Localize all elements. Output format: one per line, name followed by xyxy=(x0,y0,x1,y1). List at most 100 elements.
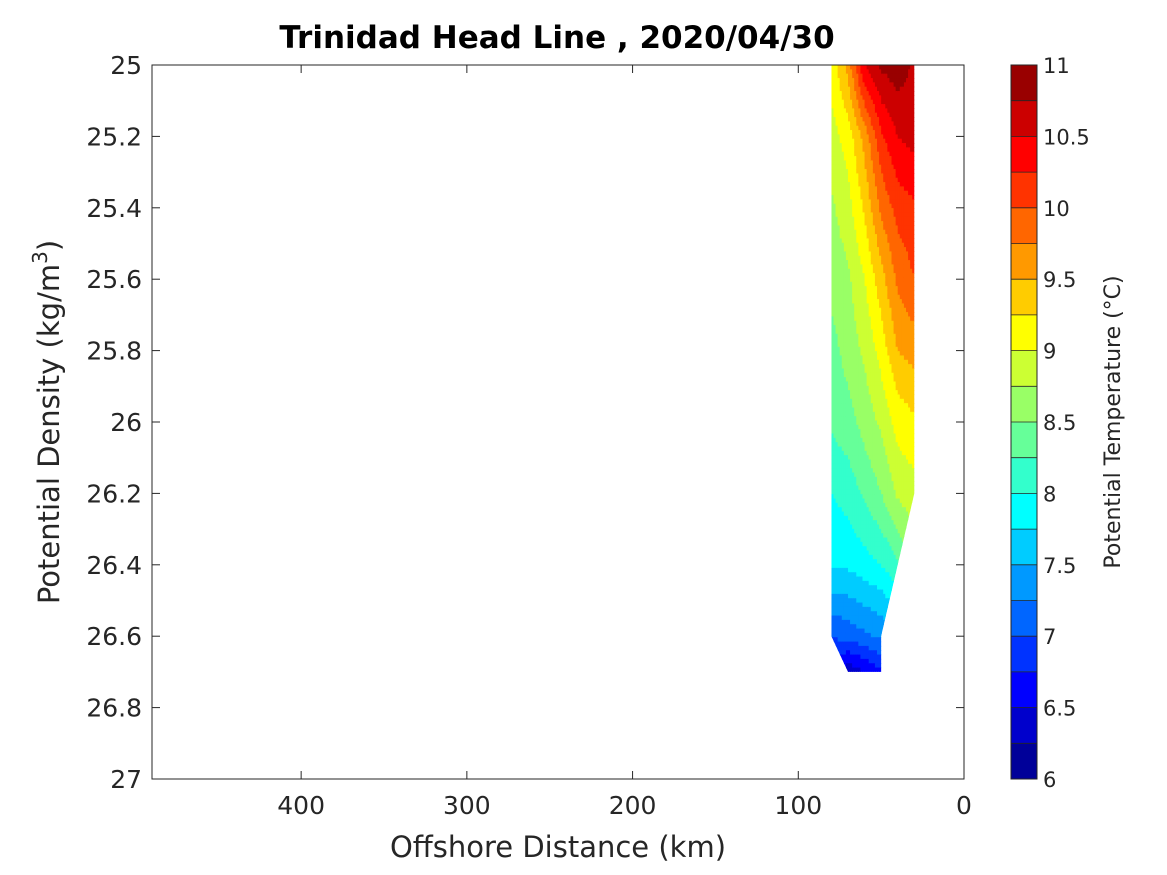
contour-cell xyxy=(848,65,851,70)
contour-cell xyxy=(839,147,843,153)
contour-cell xyxy=(843,624,847,630)
contour-cell xyxy=(893,86,897,92)
contour-cell xyxy=(889,359,893,365)
contour-cell xyxy=(862,450,866,456)
contour-cell xyxy=(854,619,857,625)
contour-cell xyxy=(848,225,851,231)
contour-cell xyxy=(883,277,886,283)
contour-cell xyxy=(899,216,903,222)
contour-cell xyxy=(850,78,853,83)
contour-cell xyxy=(862,637,866,643)
contour-cell xyxy=(837,268,841,274)
plot-area xyxy=(151,64,965,780)
contour-cell xyxy=(831,268,835,274)
contour-cell xyxy=(864,576,868,582)
contour-cell xyxy=(837,611,841,617)
contour-cell xyxy=(889,294,893,300)
contour-cell xyxy=(839,290,843,296)
contour-cell xyxy=(874,606,878,612)
contour-cell xyxy=(864,208,868,213)
contour-cell xyxy=(845,247,849,253)
contour-cell xyxy=(860,264,864,270)
contour-cell xyxy=(872,624,876,630)
contour-cell xyxy=(895,437,899,443)
contour-cell xyxy=(870,385,874,391)
contour-cell xyxy=(868,593,872,599)
contour-cell xyxy=(872,364,876,370)
contour-cell xyxy=(903,169,907,174)
contour-cell xyxy=(841,524,845,530)
contour-cell xyxy=(879,528,882,534)
contour-cell xyxy=(874,99,878,105)
contour-cell xyxy=(868,632,872,638)
contour-cell xyxy=(868,364,872,370)
contour-cell xyxy=(839,372,843,378)
contour-cell xyxy=(870,576,874,582)
contour-cell xyxy=(883,199,886,205)
contour-cell xyxy=(856,533,859,539)
contour-cell xyxy=(831,463,835,469)
contour-cell xyxy=(881,82,884,88)
contour-cell xyxy=(837,130,841,135)
contour-cell xyxy=(899,312,903,318)
contour-cell xyxy=(841,208,845,213)
contour-cell xyxy=(841,303,845,309)
contour-cell xyxy=(899,511,903,517)
contour-cell xyxy=(885,147,888,153)
contour-cell xyxy=(850,216,853,222)
contour-cell xyxy=(831,264,835,270)
contour-cell xyxy=(872,576,876,582)
contour-cell xyxy=(843,407,847,413)
contour-cell xyxy=(891,502,895,508)
contour-cell xyxy=(895,446,899,452)
contour-cell xyxy=(881,303,884,309)
contour-cell xyxy=(837,108,841,114)
contour-cell xyxy=(870,108,874,114)
contour-cell xyxy=(889,147,893,153)
contour-cell xyxy=(879,130,882,135)
contour-cell xyxy=(874,377,878,383)
contour-cell xyxy=(858,342,862,348)
contour-cell xyxy=(841,381,845,387)
contour-cell xyxy=(879,333,882,339)
contour-cell xyxy=(864,511,868,517)
contour-cell xyxy=(845,385,849,391)
contour-cell xyxy=(881,537,884,543)
contour-cell xyxy=(897,303,901,309)
contour-cell xyxy=(835,82,839,88)
contour-cell xyxy=(877,112,880,118)
contour-cell xyxy=(848,333,851,339)
contour-cell xyxy=(881,403,884,409)
contour-cell xyxy=(891,221,895,226)
contour-cell xyxy=(841,598,845,604)
contour-cell xyxy=(895,407,899,413)
contour-cell xyxy=(885,424,888,430)
contour-cell xyxy=(862,589,866,595)
contour-cell xyxy=(887,108,891,114)
contour-cell xyxy=(858,667,862,672)
contour-cell xyxy=(852,91,855,96)
contour-cell xyxy=(833,312,837,318)
contour-cell xyxy=(848,394,851,400)
contour-cell xyxy=(893,169,897,174)
contour-cell xyxy=(833,182,837,187)
contour-cell xyxy=(843,559,847,565)
contour-cell xyxy=(848,247,851,253)
contour-cell xyxy=(852,498,855,504)
contour-cell xyxy=(856,173,859,179)
contour-cell xyxy=(889,463,893,469)
contour-cell xyxy=(879,138,882,144)
contour-cell xyxy=(893,65,897,70)
contour-cell xyxy=(893,316,897,322)
contour-cell xyxy=(891,78,895,83)
contour-cell xyxy=(895,164,899,170)
contour-cell xyxy=(860,554,864,560)
contour-cell xyxy=(870,112,874,118)
contour-cell xyxy=(899,498,903,504)
contour-cell xyxy=(887,398,891,404)
contour-cell xyxy=(854,541,857,547)
contour-cell xyxy=(885,437,888,443)
contour-cell xyxy=(860,234,864,239)
contour-cell xyxy=(862,130,866,135)
contour-cell xyxy=(903,164,907,170)
